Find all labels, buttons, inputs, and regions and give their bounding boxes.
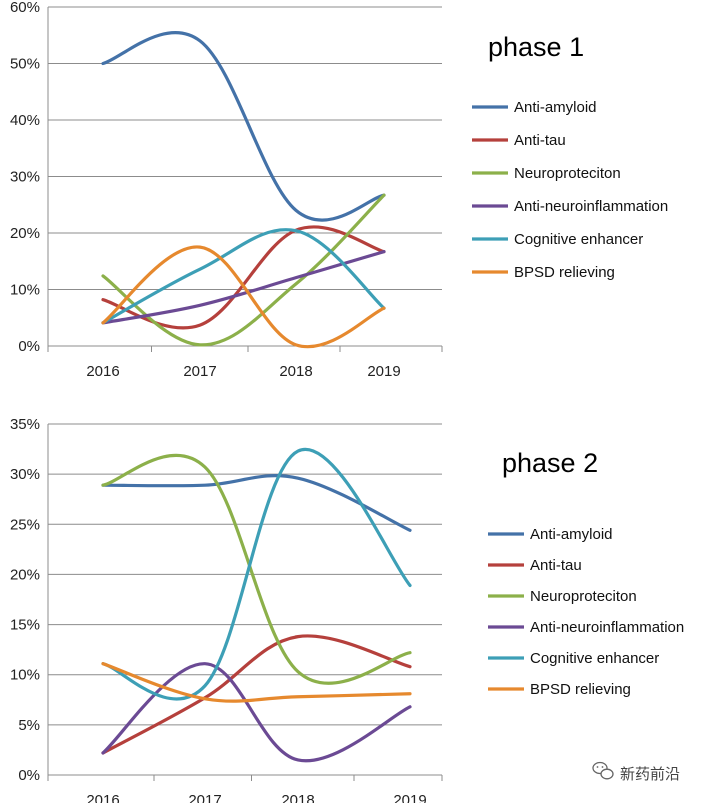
watermark: 新药前沿 <box>592 761 680 783</box>
y-tick-label: 25% <box>10 516 40 533</box>
chart-2-gridlines <box>48 423 442 776</box>
chart-1-series <box>101 31 386 349</box>
chart-1-legend: Anti-amyloid Anti-tau Neuroproteciton Anti-… <box>472 99 668 281</box>
legend-label: BPSD relieving <box>514 264 615 281</box>
chart-2-y-tick-labels: 0% 5% 10% 15% 20% 25% 30% 35% <box>10 416 40 784</box>
y-tick-label: 40% <box>10 112 40 129</box>
legend-label: Anti-amyloid <box>530 526 613 543</box>
chart-phase-2: 0%5%10%15%20%25%30%35% 2016 2017 2018 2019 … <box>10 416 684 803</box>
chart-2-series <box>101 447 412 763</box>
legend-label: Anti-tau <box>530 557 582 574</box>
x-tick-label: 2018 <box>281 792 314 803</box>
y-tick-label: 10% <box>10 282 40 299</box>
legend-label: Cognitive enhancer <box>530 650 659 667</box>
y-tick-label: 30% <box>10 466 40 483</box>
series-line-2 <box>101 634 412 755</box>
chart-1-axes <box>47 7 443 352</box>
legend-label: BPSD relieving <box>530 681 631 698</box>
chart-1-x-tick-labels: 2016 2017 2018 2019 <box>86 363 400 380</box>
y-tick-label: 0% <box>18 767 40 784</box>
y-tick-label: 20% <box>10 225 40 242</box>
series-line-3 <box>101 453 412 685</box>
series-line-1 <box>101 474 412 532</box>
x-tick-label: 2019 <box>393 792 426 803</box>
legend-label: Cognitive enhancer <box>514 231 643 248</box>
wechat-icon <box>592 761 614 780</box>
legend-label: Neuroproteciton <box>530 588 637 605</box>
legend-label: Anti-amyloid <box>514 99 597 116</box>
legend-label: Anti-neuroinflammation <box>530 619 684 636</box>
y-tick-label: 10% <box>10 667 40 684</box>
series-line-1 <box>101 31 386 222</box>
chart-1-gridlines <box>48 6 442 347</box>
series-line-6 <box>101 245 386 349</box>
series-line-5 <box>101 228 386 325</box>
y-tick-label: 20% <box>10 566 40 583</box>
watermark-text: 新药前沿 <box>620 765 680 783</box>
x-tick-label: 2016 <box>86 792 119 803</box>
chart-2-title: phase 2 <box>502 448 598 478</box>
chart-2-legend: Anti-amyloid Anti-tau Neuroproteciton Anti-… <box>488 526 684 698</box>
y-tick-label: 0% <box>18 338 40 355</box>
series-line-5 <box>101 447 412 701</box>
legend-label: Anti-tau <box>514 132 566 149</box>
chart-2-axes <box>47 424 443 781</box>
chart-2-x-tick-labels: 2016 2017 2018 2019 <box>86 792 426 803</box>
x-tick-label: 2017 <box>183 363 216 380</box>
series-line-2 <box>101 225 386 330</box>
x-tick-label: 2019 <box>367 363 400 380</box>
chart-1-y-tick-labels: 0% 10% 20% 30% 40% 50% 60% <box>10 0 40 355</box>
x-tick-label: 2018 <box>279 363 312 380</box>
y-tick-label: 50% <box>10 56 40 73</box>
legend-label: Anti-neuroinflammation <box>514 198 668 215</box>
y-tick-label: 35% <box>10 416 40 433</box>
y-tick-label: 15% <box>10 617 40 634</box>
y-tick-label: 60% <box>10 0 40 16</box>
series-line-4 <box>101 662 412 763</box>
chart-1-title: phase 1 <box>488 32 584 62</box>
chart-phase-1: 0% 10% 20% 30% 40% 50% 60% 2016 2017 2018 2019 ph… <box>10 0 668 380</box>
x-tick-label: 2017 <box>188 792 221 803</box>
y-tick-label: 30% <box>10 169 40 186</box>
legend-label: Neuroproteciton <box>514 165 621 182</box>
series-line-6 <box>101 662 412 703</box>
x-tick-label: 2016 <box>86 363 119 380</box>
y-tick-label: 5% <box>18 717 40 734</box>
